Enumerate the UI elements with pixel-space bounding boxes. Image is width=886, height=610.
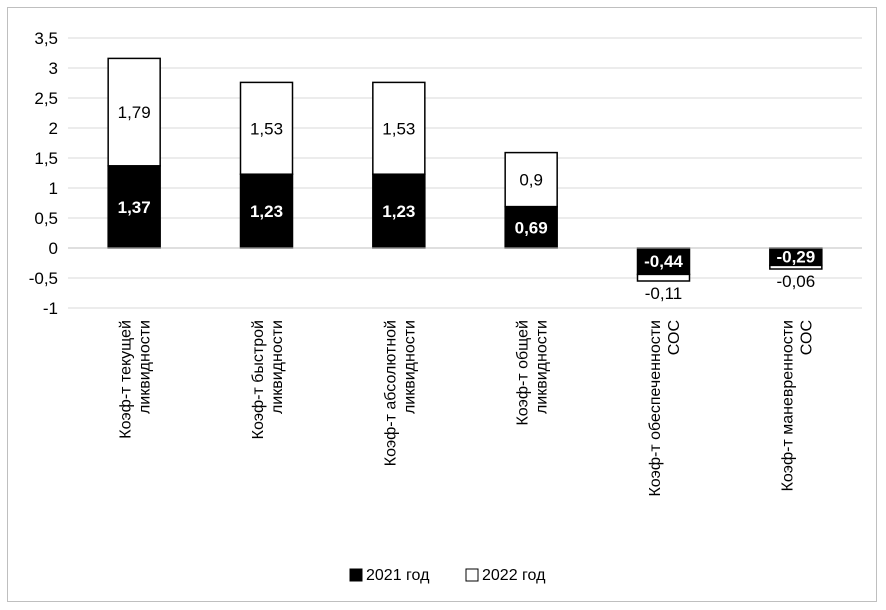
category-label: Коэф-т быстрой ликвидности <box>250 320 286 439</box>
category-label-line: ликвидности <box>269 320 286 414</box>
legend-label-2021: 2021 год <box>366 567 430 584</box>
category-label: Коэф-т обеспеченности СОС <box>647 320 683 497</box>
bar-2022 <box>239 81 294 175</box>
data-label-2021: 0,69 <box>515 218 548 237</box>
bar-2021 <box>636 247 691 276</box>
y-tick-label: 3,5 <box>34 29 58 48</box>
data-label-2022: -0,06 <box>776 272 815 291</box>
category-label: Коэф-т текущей ликвидности <box>118 320 154 439</box>
y-tick-label: 1,5 <box>34 149 58 168</box>
data-label-2021: 1,23 <box>250 202 283 221</box>
category-label-line: ликвидности <box>534 320 551 414</box>
legend-swatch-2022 <box>465 568 479 582</box>
category-label-line: Коэф-т текущей <box>118 320 135 439</box>
category-label-line: СОС <box>666 320 683 355</box>
y-tick-label: 1 <box>49 179 58 198</box>
data-label-2022: 1,53 <box>250 119 283 138</box>
y-tick-label: 0,5 <box>34 209 58 228</box>
y-tick-label: 2,5 <box>34 89 58 108</box>
category-label: Коэф-т абсолютной ликвидности <box>382 320 418 466</box>
category-label-line: СОС <box>798 320 815 355</box>
category-label-line: Коэф-т маневренности <box>779 320 796 491</box>
category-label-line: ликвидности <box>137 320 154 414</box>
y-tick-label: 3 <box>49 59 58 78</box>
y-tick-label: -0,5 <box>29 269 58 288</box>
y-tick-label: -1 <box>43 299 58 318</box>
bar-2022 <box>107 57 161 167</box>
bar-2022 <box>504 151 558 208</box>
data-label-2021: -0,44 <box>644 252 683 271</box>
data-label-2021: 1,37 <box>118 198 151 217</box>
data-label-2022: 1,79 <box>118 103 151 122</box>
y-tick-label: 0 <box>49 239 58 258</box>
category-label-line: Коэф-т общей <box>515 320 532 426</box>
legend-swatch-2021 <box>349 568 363 582</box>
data-label-2022: 0,9 <box>519 171 543 190</box>
category-label: Коэф-т маневренности СОС <box>779 320 815 491</box>
data-label-2022: 1,53 <box>382 119 415 138</box>
category-label-line: Коэф-т быстрой <box>250 320 267 439</box>
bar-2022 <box>769 264 823 270</box>
category-label-line: Коэф-т обеспеченности <box>647 320 664 497</box>
bar-2021 <box>239 173 294 249</box>
data-label-2022: -0,11 <box>645 284 683 303</box>
category-label-line: Коэф-т абсолютной <box>382 320 399 466</box>
data-label-2021: -0,29 <box>776 248 815 267</box>
category-label: Коэф-т общей ликвидности <box>515 320 551 426</box>
bar-2022 <box>372 81 426 175</box>
category-label-line: ликвидности <box>401 320 418 414</box>
y-tick-label: 2 <box>49 119 58 138</box>
bar-2022 <box>636 273 691 282</box>
legend-label-2022: 2022 год <box>482 567 546 584</box>
bar-2021 <box>372 173 426 249</box>
data-label-2021: 1,23 <box>382 202 415 221</box>
